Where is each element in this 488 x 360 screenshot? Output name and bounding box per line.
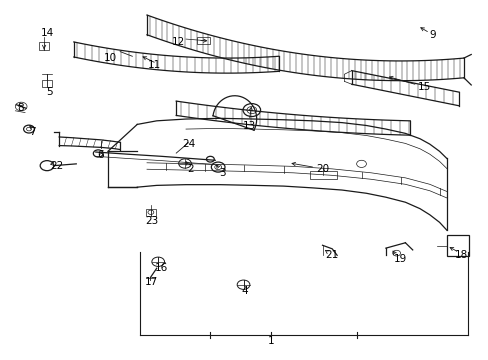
- Bar: [39, 41, 49, 50]
- Text: 18: 18: [454, 250, 467, 260]
- Bar: [42, 80, 52, 87]
- Text: 13: 13: [242, 121, 256, 131]
- Text: 15: 15: [417, 82, 430, 92]
- Bar: [446, 235, 468, 256]
- Text: 6: 6: [97, 150, 104, 160]
- Bar: [310, 171, 336, 179]
- Text: 2: 2: [187, 164, 194, 174]
- Text: 14: 14: [41, 28, 54, 38]
- Text: 9: 9: [428, 30, 435, 40]
- Text: 5: 5: [46, 87, 53, 97]
- Text: 22: 22: [50, 161, 63, 171]
- Bar: [146, 209, 156, 216]
- Text: 11: 11: [147, 60, 161, 70]
- Text: 21: 21: [325, 250, 338, 260]
- Bar: [196, 37, 210, 44]
- Text: 12: 12: [172, 37, 185, 47]
- Text: 10: 10: [103, 53, 117, 63]
- Text: 24: 24: [182, 139, 195, 149]
- Text: 3: 3: [219, 168, 225, 178]
- Text: 7: 7: [29, 127, 36, 136]
- Text: 8: 8: [17, 103, 23, 113]
- Text: 23: 23: [145, 216, 158, 226]
- Text: 16: 16: [155, 263, 168, 273]
- Text: 1: 1: [267, 336, 274, 346]
- Text: 17: 17: [145, 277, 158, 287]
- Text: 19: 19: [393, 254, 407, 264]
- Text: 4: 4: [241, 286, 247, 296]
- Text: 20: 20: [315, 164, 328, 174]
